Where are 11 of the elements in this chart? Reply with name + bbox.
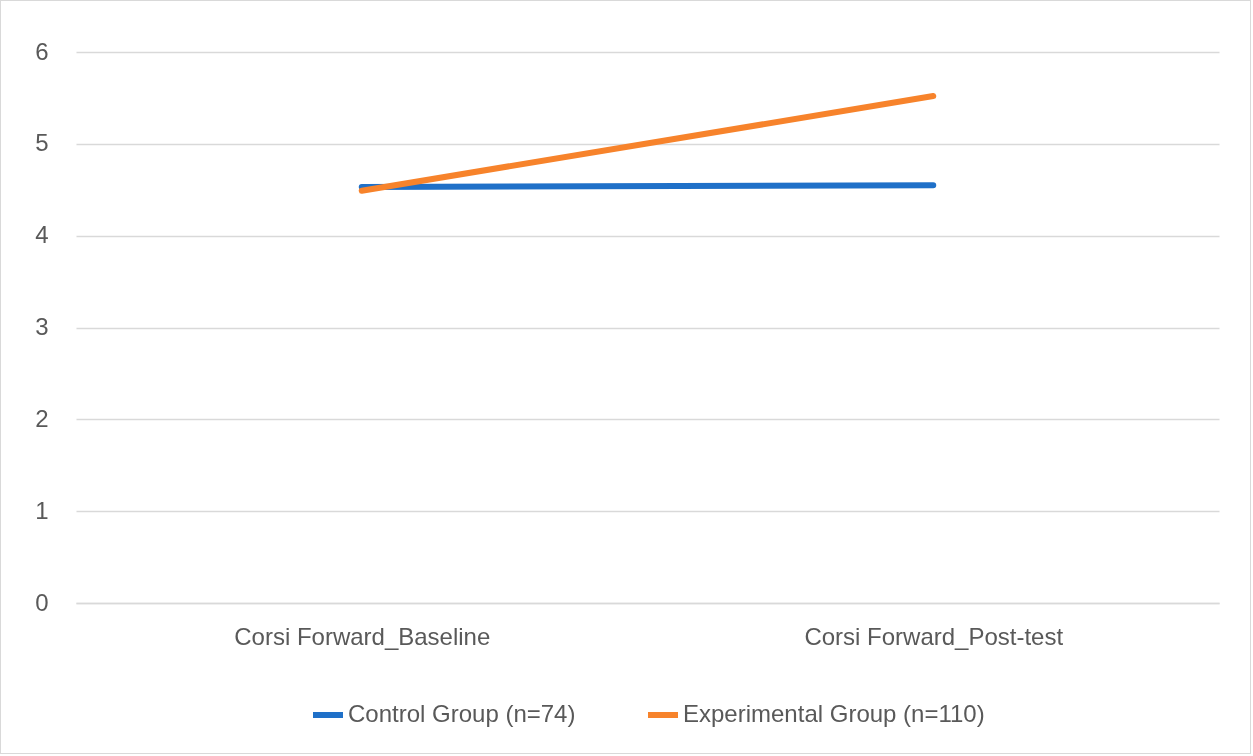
y-tick-label: 5 — [35, 129, 49, 157]
y-tick-label: 3 — [35, 313, 49, 340]
y-tick-label: 6 — [35, 37, 49, 65]
legend-label: Experimental Group (n=110) — [683, 700, 985, 727]
y-tick-label: 4 — [35, 221, 49, 249]
y-tick-label: 2 — [35, 404, 49, 432]
y-tick-label: 1 — [35, 496, 49, 524]
x-tick-label: Corsi Forward_Post-test — [804, 622, 1064, 650]
y-tick-label: 0 — [35, 588, 49, 616]
x-tick-label: Corsi Forward_Baseline — [234, 622, 491, 650]
legend-label: Control Group (n=74) — [348, 700, 576, 727]
